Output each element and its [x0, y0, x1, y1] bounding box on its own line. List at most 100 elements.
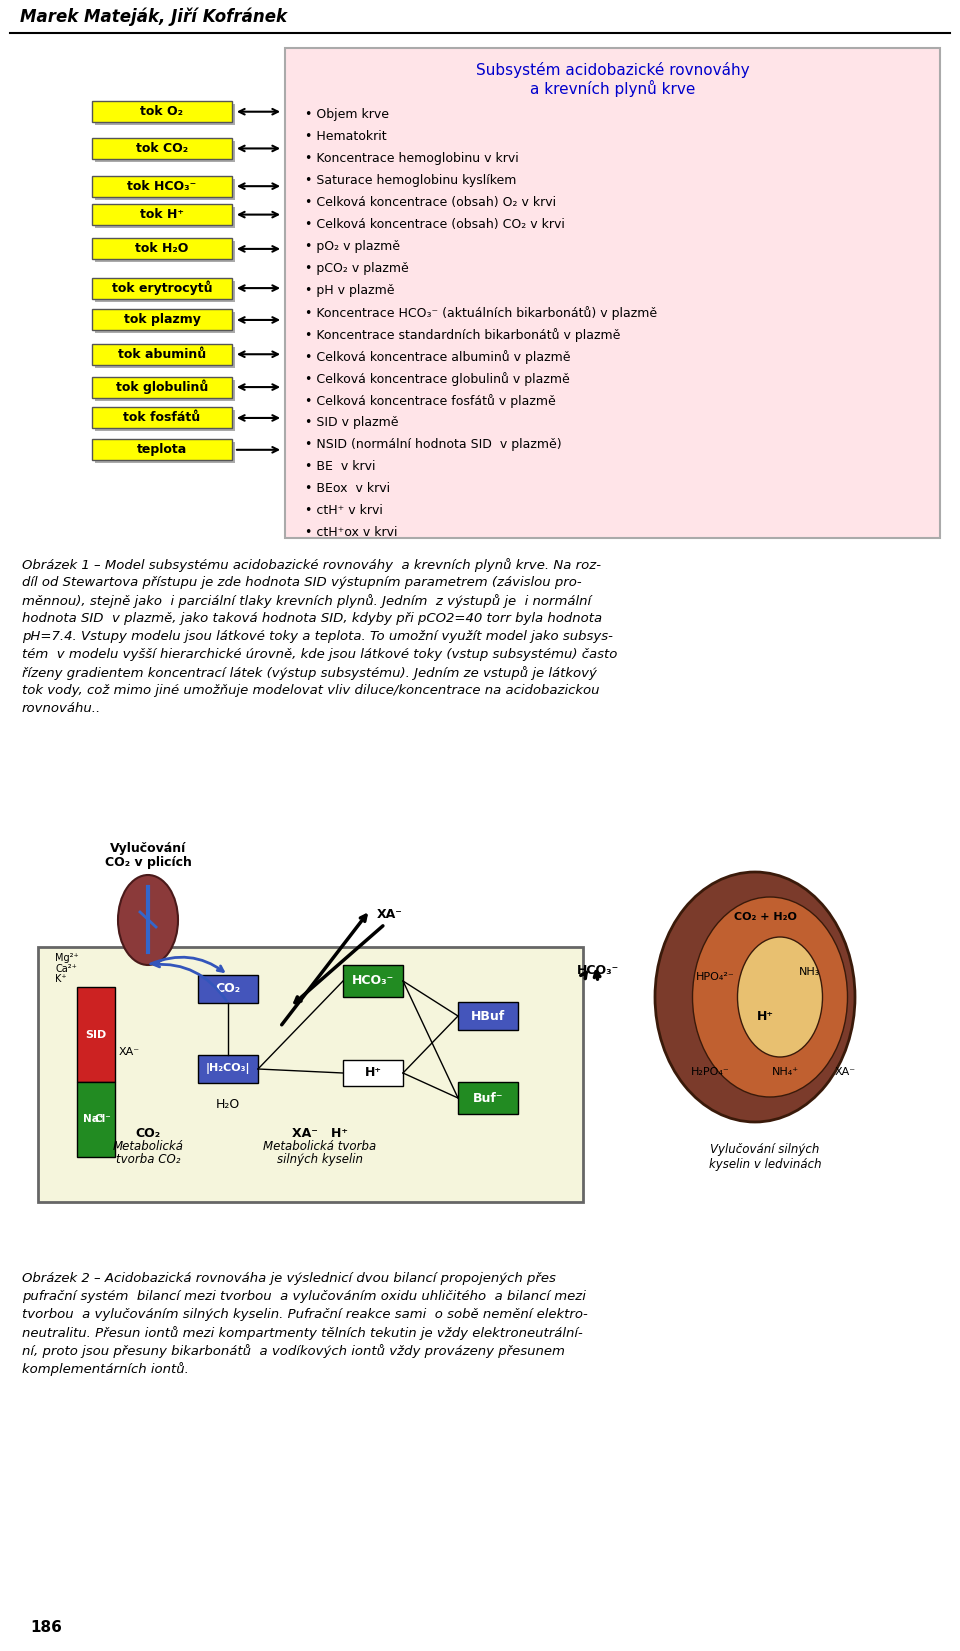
Bar — [458, 1081, 518, 1114]
Bar — [92, 101, 232, 122]
Bar — [92, 376, 232, 398]
Text: 186: 186 — [30, 1621, 61, 1636]
Bar — [92, 238, 232, 259]
Text: tok vody, což mimo jiné umožňuje modelovat vliv diluce/koncentrace na acidobazic: tok vody, což mimo jiné umožňuje modelov… — [22, 684, 599, 697]
Text: tvorbou  a vylučováním silných kyselin. Pufrační reakce sami  o sobě nemění elek: tvorbou a vylučováním silných kyselin. P… — [22, 1308, 588, 1321]
Bar — [95, 411, 235, 431]
Bar — [95, 281, 235, 302]
Text: tvorba CO₂: tvorba CO₂ — [116, 1152, 180, 1166]
Text: • Koncentrace standardních bikarbonátů v plazmě: • Koncentrace standardních bikarbonátů v… — [305, 329, 620, 342]
Text: • Koncentrace HCO₃⁻ (aktuálních bikarbonátů) v plazmě: • Koncentrace HCO₃⁻ (aktuálních bikarbon… — [305, 305, 658, 320]
Text: • Celková koncentrace (obsah) O₂ v krvi: • Celková koncentrace (obsah) O₂ v krvi — [305, 196, 556, 210]
Ellipse shape — [655, 872, 855, 1123]
Bar — [92, 439, 232, 461]
Bar — [92, 343, 232, 365]
Text: HBuf: HBuf — [470, 1009, 505, 1022]
Text: ní, proto jsou přesuny bikarbonátů  a vodíkových iontů vždy provázeny přesunem: ní, proto jsou přesuny bikarbonátů a vod… — [22, 1344, 564, 1359]
Text: Metabolická: Metabolická — [112, 1139, 183, 1152]
Text: • pO₂ v plazmě: • pO₂ v plazmě — [305, 239, 400, 253]
Text: • Hematokrit: • Hematokrit — [305, 130, 387, 144]
Bar — [77, 1081, 115, 1157]
Text: tok fosfátů: tok fosfátů — [124, 411, 201, 424]
Bar — [92, 139, 232, 158]
Text: HCO₃⁻: HCO₃⁻ — [352, 974, 395, 987]
Bar — [95, 178, 235, 200]
Text: Metabolická tvorba: Metabolická tvorba — [263, 1139, 376, 1152]
Text: hodnota SID  v plazmě, jako taková hodnota SID, kdyby při pCO2=40 torr byla hodn: hodnota SID v plazmě, jako taková hodnot… — [22, 613, 602, 626]
Bar — [92, 205, 232, 225]
Text: • SID v plazmě: • SID v plazmě — [305, 416, 398, 429]
Text: • Celková koncentrace fosfátů v plazmě: • Celková koncentrace fosfátů v plazmě — [305, 395, 556, 408]
Text: teplota: teplota — [137, 444, 187, 456]
Bar — [92, 175, 232, 196]
Text: Na⁺: Na⁺ — [83, 1114, 105, 1124]
Bar — [95, 241, 235, 263]
Text: Vylučování: Vylučování — [109, 842, 186, 855]
Text: |H₂CO₃|: |H₂CO₃| — [205, 1063, 251, 1075]
Bar — [77, 987, 115, 1081]
Text: komplementárních iontů.: komplementárních iontů. — [22, 1362, 189, 1375]
Text: • Koncentrace hemoglobinu v krvi: • Koncentrace hemoglobinu v krvi — [305, 152, 518, 165]
Text: K⁺: K⁺ — [55, 974, 66, 984]
Text: CO₂ v plicích: CO₂ v plicích — [105, 855, 191, 868]
Text: tok H₂O: tok H₂O — [135, 243, 189, 256]
Text: • NSID (normální hodnota SID  v plazmě): • NSID (normální hodnota SID v plazmě) — [305, 438, 562, 451]
Text: • pCO₂ v plazmě: • pCO₂ v plazmě — [305, 263, 409, 276]
Bar — [285, 48, 940, 538]
Text: neutralitu. Přesun iontů mezi kompartmenty tělních tekutin je vždy elektroneutrá: neutralitu. Přesun iontů mezi kompartmen… — [22, 1326, 583, 1341]
Text: • Celková koncentrace globulinů v plazmě: • Celková koncentrace globulinů v plazmě — [305, 371, 569, 386]
Bar — [95, 442, 235, 464]
Ellipse shape — [737, 938, 823, 1057]
Text: pH=7.4. Vstupy modelu jsou látkové toky a teplota. To umožní využít model jako s: pH=7.4. Vstupy modelu jsou látkové toky … — [22, 631, 612, 642]
Text: Obrázek 1 – Model subsystému acidobazické rovnováhy  a krevních plynů krve. Na r: Obrázek 1 – Model subsystému acidobazick… — [22, 558, 601, 571]
Text: • ctH⁺ox v krvi: • ctH⁺ox v krvi — [305, 527, 397, 538]
Bar — [343, 964, 403, 997]
Text: • Objem krve: • Objem krve — [305, 107, 389, 121]
Text: • BEox  v krvi: • BEox v krvi — [305, 482, 390, 495]
Text: a krevních plynů krve: a krevních plynů krve — [530, 79, 695, 96]
Bar — [92, 309, 232, 330]
Text: HCO₃⁻: HCO₃⁻ — [577, 964, 619, 976]
Bar — [95, 206, 235, 228]
Text: • Celková koncentrace (obsah) CO₂ v krvi: • Celková koncentrace (obsah) CO₂ v krvi — [305, 218, 564, 231]
Text: tok HCO₃⁻: tok HCO₃⁻ — [128, 180, 197, 193]
Bar — [198, 976, 258, 1004]
Bar — [198, 1055, 258, 1083]
Text: tém  v modelu vyšší hierarchické úrovně, kde jsou látkové toky (vstup subsystému: tém v modelu vyšší hierarchické úrovně, … — [22, 647, 617, 660]
Text: XA⁻: XA⁻ — [834, 1067, 855, 1076]
Text: NH₄⁺: NH₄⁺ — [772, 1067, 799, 1076]
Text: tok globulinů: tok globulinů — [116, 380, 208, 395]
Text: • Saturace hemoglobinu kyslíkem: • Saturace hemoglobinu kyslíkem — [305, 173, 516, 187]
Text: Obrázek 2 – Acidobazická rovnováha je výslednicí dvou bilancí propojených přes: Obrázek 2 – Acidobazická rovnováha je vý… — [22, 1271, 556, 1284]
Bar — [95, 312, 235, 334]
Text: H⁺: H⁺ — [756, 1010, 774, 1024]
Text: H⁺: H⁺ — [365, 1067, 381, 1080]
Bar — [343, 1060, 403, 1086]
Text: tok erytrocytů: tok erytrocytů — [111, 281, 212, 296]
Text: silných kyselin: silných kyselin — [277, 1152, 363, 1166]
Text: Cl⁻: Cl⁻ — [94, 1114, 111, 1124]
Text: • pH v plazmě: • pH v plazmě — [305, 284, 395, 297]
Text: Mg²⁺: Mg²⁺ — [55, 953, 79, 963]
Text: NH₃: NH₃ — [800, 967, 821, 977]
Text: XA⁻   H⁺: XA⁻ H⁺ — [292, 1128, 348, 1139]
Ellipse shape — [692, 896, 848, 1096]
Text: XA⁻: XA⁻ — [377, 908, 403, 921]
Text: Marek Mateják, Jiří Kofránek: Marek Mateják, Jiří Kofránek — [20, 8, 287, 26]
Text: SID: SID — [85, 1030, 107, 1040]
Text: H₂O: H₂O — [216, 1098, 240, 1111]
Text: Buf⁻: Buf⁻ — [472, 1091, 503, 1105]
Bar — [92, 408, 232, 429]
Text: • BE  v krvi: • BE v krvi — [305, 461, 375, 472]
Bar — [95, 380, 235, 401]
Text: řízeny gradientem koncentrací látek (výstup subsystému). Jedním ze vstupů je lát: řízeny gradientem koncentrací látek (výs… — [22, 665, 597, 680]
Bar — [92, 277, 232, 299]
Bar — [95, 104, 235, 125]
Text: rovnováhu..: rovnováhu.. — [22, 702, 101, 715]
Text: XA⁻: XA⁻ — [119, 1047, 140, 1057]
Text: Ca²⁺: Ca²⁺ — [55, 964, 77, 974]
Text: CO₂: CO₂ — [215, 982, 241, 996]
Text: • Celková koncentrace albuminů v plazmě: • Celková koncentrace albuminů v plazmě — [305, 350, 570, 363]
Text: CO₂ + H₂O: CO₂ + H₂O — [733, 911, 797, 921]
Bar — [95, 347, 235, 368]
